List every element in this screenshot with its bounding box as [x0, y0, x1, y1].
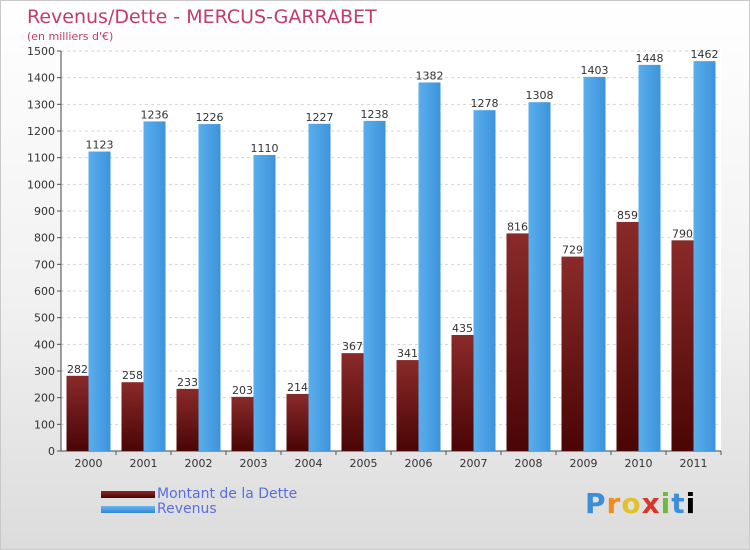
legend-swatch-revenue — [101, 506, 155, 513]
bar-debt — [671, 240, 694, 451]
bar-revenue — [418, 82, 441, 451]
y-tick-label: 900 — [34, 205, 55, 218]
x-tick-label: 2001 — [130, 457, 158, 470]
bar-revenue — [638, 64, 661, 451]
bar-revenue — [253, 155, 276, 451]
data-label-revenue: 1110 — [251, 142, 279, 155]
y-tick-label: 200 — [34, 392, 55, 405]
legend-swatch-debt — [101, 491, 155, 498]
data-label-debt: 214 — [287, 381, 308, 394]
proxiti-logo: Proxiti — [585, 487, 697, 520]
bar-debt — [286, 393, 309, 451]
x-tick-label: 2010 — [625, 457, 653, 470]
bar-debt — [231, 396, 254, 451]
data-label-revenue: 1238 — [361, 108, 389, 121]
data-label-debt: 341 — [397, 347, 418, 360]
bar-revenue — [88, 151, 111, 452]
bar-debt — [616, 221, 639, 451]
y-tick-label: 1000 — [27, 178, 55, 191]
data-label-debt: 816 — [507, 220, 528, 233]
data-label-revenue: 1462 — [691, 48, 719, 61]
data-label-revenue: 1278 — [471, 97, 499, 110]
y-tick-label: 1500 — [27, 45, 55, 58]
bar-revenue — [693, 61, 716, 452]
x-tick-label: 2009 — [570, 457, 598, 470]
data-label-debt: 203 — [232, 384, 253, 397]
data-label-debt: 859 — [617, 209, 638, 222]
bar-revenue — [198, 124, 221, 452]
bar-debt — [176, 388, 199, 451]
data-label-debt: 729 — [562, 244, 583, 257]
y-tick-label: 1400 — [27, 72, 55, 85]
bar-revenue — [583, 76, 606, 451]
y-tick-label: 700 — [34, 258, 55, 271]
bar-debt — [121, 382, 144, 451]
data-label-revenue: 1448 — [636, 52, 664, 65]
data-label-debt: 367 — [342, 340, 363, 353]
bar-revenue — [363, 120, 386, 451]
y-tick-label: 500 — [34, 312, 55, 325]
y-tick-label: 800 — [34, 232, 55, 245]
y-tick-label: 1200 — [27, 125, 55, 138]
data-label-debt: 258 — [122, 369, 143, 382]
x-tick-label: 2002 — [185, 457, 213, 470]
data-label-revenue: 1123 — [86, 139, 114, 152]
data-label-revenue: 1236 — [141, 108, 169, 121]
plot-area — [61, 51, 721, 451]
bar-debt — [561, 256, 584, 451]
x-tick-label: 2008 — [515, 457, 543, 470]
bar-revenue — [528, 102, 551, 451]
y-tick-label: 600 — [34, 285, 55, 298]
x-tick-label: 2007 — [460, 457, 488, 470]
y-tick-label: 100 — [34, 418, 55, 431]
x-tick-label: 2000 — [75, 457, 103, 470]
x-tick-label: 2011 — [680, 457, 708, 470]
legend-label-debt: Montant de la Dette — [157, 486, 298, 502]
bar-debt — [396, 360, 419, 451]
data-label-revenue: 1382 — [416, 69, 444, 82]
chart-title: Revenus/Dette - MERCUS-GARRABET — [27, 6, 377, 28]
data-label-debt: 790 — [672, 227, 693, 240]
data-label-debt: 282 — [67, 363, 88, 376]
bar-debt — [506, 233, 529, 451]
legend-label-revenue: Revenus — [157, 501, 217, 517]
data-label-revenue: 1403 — [581, 64, 609, 77]
x-tick-label: 2004 — [295, 457, 323, 470]
chart-subtitle: (en milliers d'€) — [27, 30, 114, 43]
y-tick-label: 300 — [34, 365, 55, 378]
data-label-revenue: 1226 — [196, 111, 224, 124]
bar-revenue — [143, 121, 166, 452]
data-label-revenue: 1308 — [526, 89, 554, 102]
bar-revenue — [473, 110, 496, 451]
data-label-debt: 435 — [452, 322, 473, 335]
y-tick-label: 1100 — [27, 152, 55, 165]
y-tick-label: 400 — [34, 338, 55, 351]
x-tick-label: 2006 — [405, 457, 433, 470]
bar-debt — [451, 335, 474, 451]
x-tick-label: 2003 — [240, 457, 268, 470]
data-label-revenue: 1227 — [306, 111, 334, 124]
bar-revenue — [308, 123, 331, 452]
y-tick-label: 0 — [48, 445, 55, 458]
data-label-debt: 233 — [177, 376, 198, 389]
x-tick-label: 2005 — [350, 457, 378, 470]
y-tick-label: 1300 — [27, 98, 55, 111]
bar-debt — [341, 353, 364, 451]
bar-debt — [66, 375, 89, 451]
